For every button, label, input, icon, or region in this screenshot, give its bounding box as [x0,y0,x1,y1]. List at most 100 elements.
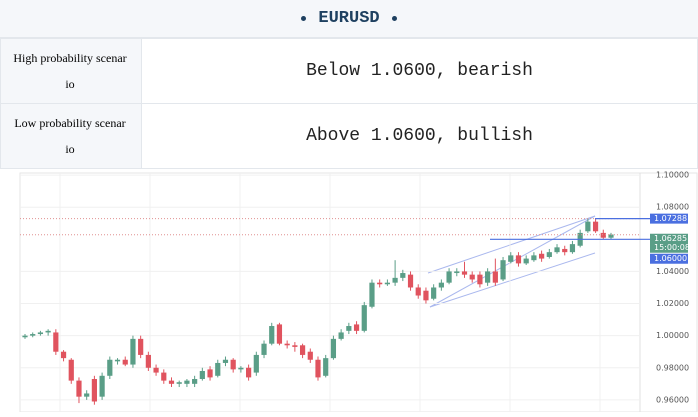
title: EURUSD [318,9,380,28]
candle-body [45,330,51,333]
candle-body [30,334,36,336]
candle-body [485,271,491,283]
chart-frame [19,172,698,413]
candle-body [176,382,182,384]
candle-body [407,274,414,288]
candle-body [284,343,290,346]
candle-body [68,359,74,381]
cell: High probability scenario [0,38,142,104]
candle-body [554,247,560,253]
candle-body [76,380,82,397]
candle-body [207,369,213,378]
header: EURUSD [0,0,698,38]
candle-body [130,338,136,365]
candle-body [469,274,475,280]
candle-body [461,271,468,275]
price-label: 1.07288 [654,214,687,223]
candle-body [22,335,28,338]
candle-body [315,359,321,378]
candle-body [562,248,568,253]
y-tick-label: 1.02000 [656,299,689,308]
candle-body [161,372,167,381]
candle-body [91,379,97,402]
candle-body [539,253,545,259]
candle-body [531,255,537,261]
candle-body [238,367,244,370]
candle-body [431,287,437,299]
channel-line [427,215,596,274]
candle-body [346,326,352,331]
candle-body [222,359,229,363]
candle-body [415,287,421,296]
candle-body [569,244,576,253]
cell: Below 1.0600, bearish [141,38,698,104]
candle-body [523,258,529,264]
y-tick-label: 0.98000 [656,363,689,372]
y-tick-label: 1.00000 [656,331,689,340]
candle-body [361,305,367,331]
bullet [391,16,397,21]
scenario-table: High probability scenario Below 1.0600, … [0,38,698,169]
candle-body [53,332,59,352]
price-label-box [650,213,688,224]
candle-body [99,375,105,397]
cell: Low probability scenario [0,103,142,169]
cell: Above 1.0600, bullish [141,103,698,169]
y-tick-label: 1.04000 [656,267,689,276]
candle-body [307,351,313,360]
y-tick-label: 0.96000 [656,395,689,404]
candle-body [546,252,552,257]
y-tick-label: 1.10000 [656,171,689,180]
candle-body [585,221,591,232]
candle-body [168,380,175,384]
candle-body [299,345,306,355]
candle-body [292,345,298,347]
candle-body [384,282,390,285]
candle-body [323,358,329,376]
candle-body [37,332,44,335]
candle-body [500,260,506,280]
candle-body [608,234,614,238]
candle-body [246,367,252,378]
candle-body [330,338,337,359]
candle-body [122,359,128,365]
candle-body [230,359,236,370]
candle-body [477,274,483,285]
candle-body [508,255,514,262]
candle-body [400,273,406,278]
row: Low probability scenario Above 1.0600, b… [0,103,698,169]
y-tick-label: 1.08000 [656,203,689,212]
candle-body [145,354,151,368]
candle-body [592,221,599,232]
candle-body [184,380,190,384]
candle-body [199,370,205,380]
row: High probability scenario Below 1.0600, … [0,38,698,104]
price-label-box [650,253,688,264]
candle-body [392,277,398,283]
candle-body [114,359,121,362]
chart-container: 1.10000 1.08000 1.04000 1.02000 1.00000 0.980… [0,169,698,413]
candle-body [253,354,259,373]
candle-body [261,343,267,355]
candle-body [446,271,452,283]
candle-body [338,332,344,339]
candle-body [438,282,444,288]
candle-body [369,282,375,307]
candle-body [353,324,360,331]
candle-body [107,359,113,376]
bullet [301,16,307,21]
candle-body [269,326,275,344]
candle-body [492,271,498,283]
candle-body [192,379,198,384]
candle-body [215,362,221,376]
candle-body [153,367,159,373]
candle-body [377,282,383,285]
candle-body [515,255,522,264]
candle-body [60,351,67,359]
candle-body [423,290,429,301]
candle-body [276,324,283,344]
candle-body [138,338,144,355]
price-label: 1.06285 [654,234,687,243]
price-label-box [650,233,688,253]
